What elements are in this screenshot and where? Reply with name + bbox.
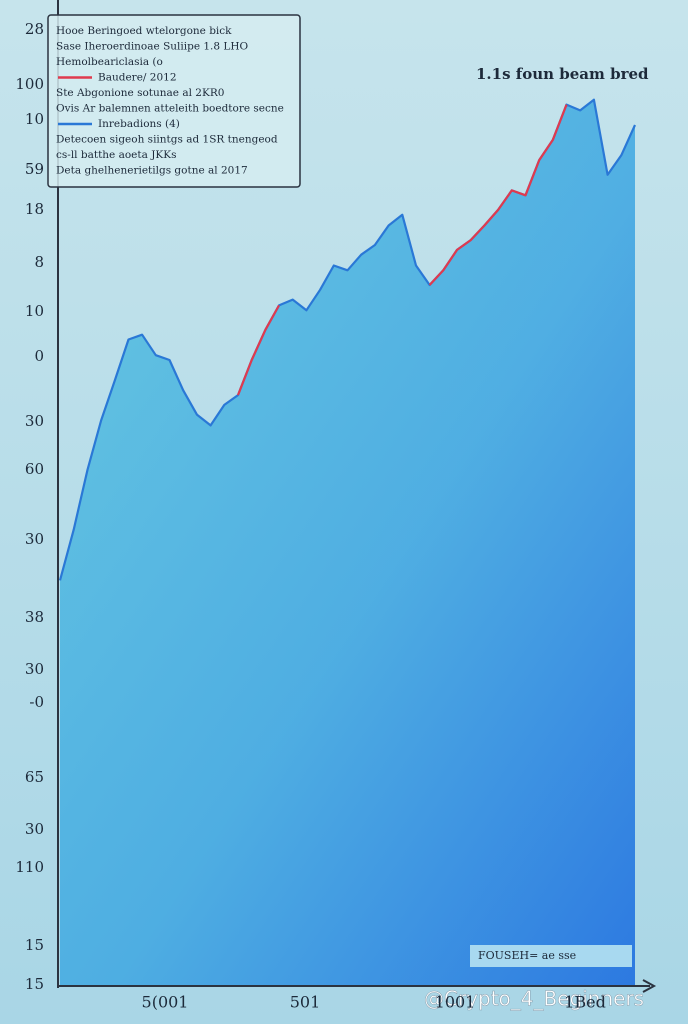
y-tick-label: 59 [25, 160, 44, 178]
chart-title: 1.1s foun beam bred [476, 65, 649, 83]
y-tick-label: 18 [25, 200, 44, 218]
y-tick-label: 110 [15, 858, 44, 876]
y-tick-label: 65 [25, 768, 44, 786]
y-tick-label: 30 [25, 412, 44, 430]
y-tick-label: 60 [25, 460, 44, 478]
y-tick-label: 8 [34, 253, 44, 271]
y-tick-label: 10 [25, 302, 44, 320]
y-tick-label: 15 [25, 936, 44, 954]
legend-label: Inrebadions (4) [98, 118, 180, 130]
inset-box [470, 945, 632, 967]
y-tick-label: 30 [25, 820, 44, 838]
series-line [236, 104, 568, 396]
area-fill [60, 99, 635, 985]
legend-text: Ste Abgonione sotunae al 2KR0 [56, 87, 224, 99]
legend-text: Detecoen sigeoh siintgs ad 1SR tnengeod [56, 134, 278, 146]
y-tick-label: 15 [25, 975, 44, 993]
y-tick-label: 30 [25, 660, 44, 678]
y-tick-label: -0 [29, 693, 44, 711]
x-tick-label: 1Bed [564, 993, 606, 1012]
y-tick-label: 30 [25, 530, 44, 548]
legend-box [47, 14, 301, 188]
x-tick-label: 1001 [435, 993, 476, 1012]
x-axis-arrow [642, 979, 657, 993]
x-tick-label: 5(001 [142, 993, 189, 1012]
legend-text: Hemolbeariclasia (o [56, 56, 163, 68]
y-tick-label: 0 [34, 347, 44, 365]
y-tick-label: 10 [25, 110, 44, 128]
legend-text: Sase Iheroerdinoae Suliipe 1.8 LHO [56, 41, 249, 53]
y-tick-label: 38 [25, 608, 44, 626]
legend-text: cs-ll batthe aoeta JKKs [56, 149, 177, 161]
legend-text: Deta ghelhenerietilgs gotne al 2017 [56, 165, 248, 177]
y-tick-label: 100 [15, 75, 44, 93]
legend-label: Baudere/ 2012 [98, 72, 177, 84]
x-tick-label: 501 [290, 993, 321, 1012]
y-tick-label: 28 [25, 20, 44, 38]
legend-text: Hooe Beringoed wtelorgone bick [56, 25, 232, 37]
legend-text: Ovis Ar balemnen atteleith boedtore secn… [56, 103, 284, 115]
watermark: @Crypto_4_Beginners [424, 987, 644, 1011]
inset-label: FOUSEH= ae sse [478, 949, 576, 962]
